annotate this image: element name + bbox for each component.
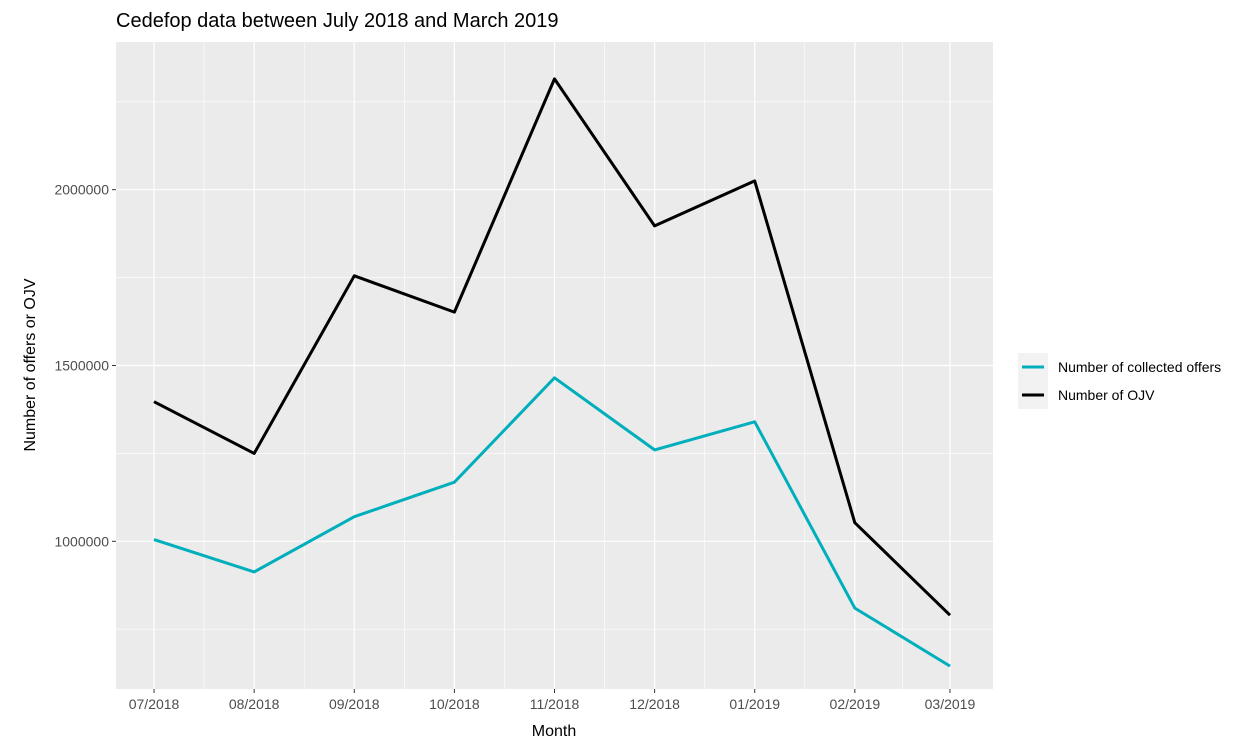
y-tick-label: 1500000	[54, 358, 109, 374]
x-tick-label: 12/2018	[629, 696, 680, 712]
legend-label: Number of collected offers	[1058, 359, 1221, 375]
legend-label: Number of OJV	[1058, 387, 1155, 403]
x-axis-title: Month	[532, 723, 576, 740]
x-tick-label: 02/2019	[830, 696, 881, 712]
major-gridlines	[116, 42, 993, 689]
y-tick-label: 1000000	[54, 533, 109, 549]
x-tick-label: 01/2019	[729, 696, 780, 712]
chart-title: Cedefop data between July 2018 and March…	[116, 10, 559, 32]
legend: Number of collected offers Number of OJV	[1018, 353, 1221, 409]
x-axis: 07/2018 08/2018 09/2018 10/2018 11/2018 12/20…	[129, 689, 976, 712]
x-tick-label: 08/2018	[229, 696, 280, 712]
x-tick-label: 10/2018	[429, 696, 480, 712]
x-tick-label: 03/2019	[925, 696, 976, 712]
x-tick-label: 09/2018	[329, 696, 380, 712]
x-tick-label: 07/2018	[129, 696, 180, 712]
y-tick-label: 2000000	[54, 182, 109, 198]
y-axis-title: Number of offers or OJV	[22, 278, 39, 451]
x-tick-label: 11/2018	[530, 696, 580, 712]
series-layer	[153, 77, 952, 668]
y-axis: 1000000 1500000 2000000	[54, 182, 116, 549]
